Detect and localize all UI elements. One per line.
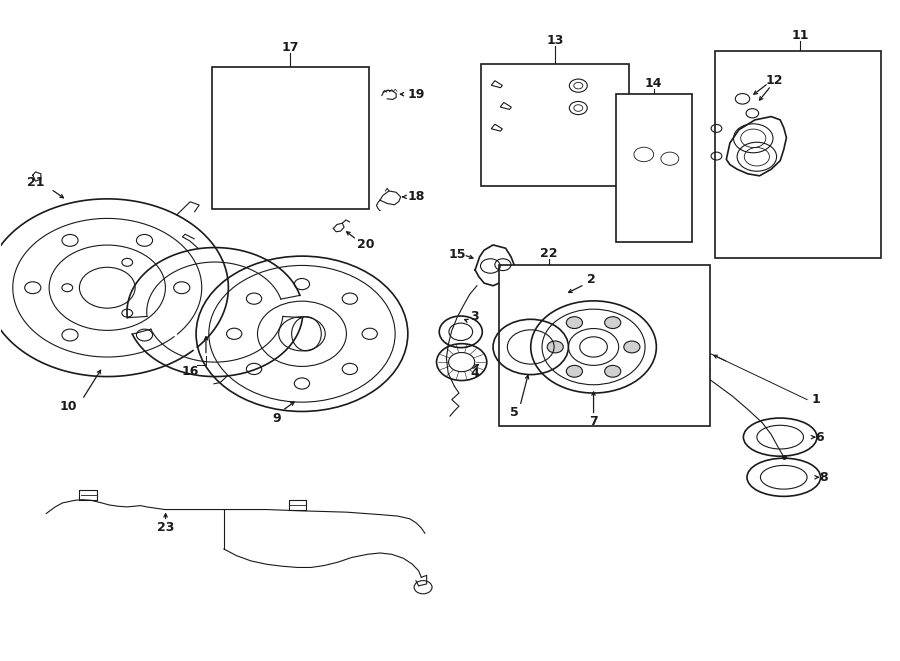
Text: 18: 18: [407, 190, 425, 204]
Text: 3: 3: [470, 309, 479, 323]
Text: 15: 15: [448, 249, 466, 261]
Circle shape: [605, 317, 621, 329]
Circle shape: [566, 366, 582, 377]
Circle shape: [547, 341, 563, 353]
Bar: [260, 80, 279, 93]
Text: 16: 16: [181, 365, 199, 378]
Text: 17: 17: [282, 41, 299, 54]
Circle shape: [605, 366, 621, 377]
Bar: [212, 67, 369, 209]
Polygon shape: [726, 116, 787, 176]
Text: 20: 20: [357, 239, 374, 251]
Text: 23: 23: [157, 522, 175, 535]
Bar: [482, 64, 629, 186]
Bar: [265, 83, 275, 91]
Text: 19: 19: [407, 89, 425, 101]
Text: 12: 12: [766, 74, 784, 87]
Bar: [616, 94, 692, 242]
Text: 6: 6: [815, 430, 824, 444]
Text: 4: 4: [471, 368, 480, 381]
Text: 10: 10: [60, 401, 77, 413]
Bar: [500, 264, 710, 426]
Text: 5: 5: [510, 406, 519, 418]
Text: 21: 21: [27, 176, 44, 189]
Text: 14: 14: [645, 77, 662, 90]
Text: 11: 11: [791, 29, 809, 42]
Circle shape: [566, 317, 582, 329]
Text: 8: 8: [819, 471, 828, 484]
Bar: [715, 51, 881, 258]
Text: 22: 22: [540, 247, 557, 260]
Text: 9: 9: [273, 412, 281, 424]
Circle shape: [624, 341, 640, 353]
Text: 13: 13: [546, 34, 563, 48]
Text: 1: 1: [812, 393, 821, 406]
Text: 2: 2: [588, 272, 596, 286]
Text: 7: 7: [590, 415, 598, 428]
